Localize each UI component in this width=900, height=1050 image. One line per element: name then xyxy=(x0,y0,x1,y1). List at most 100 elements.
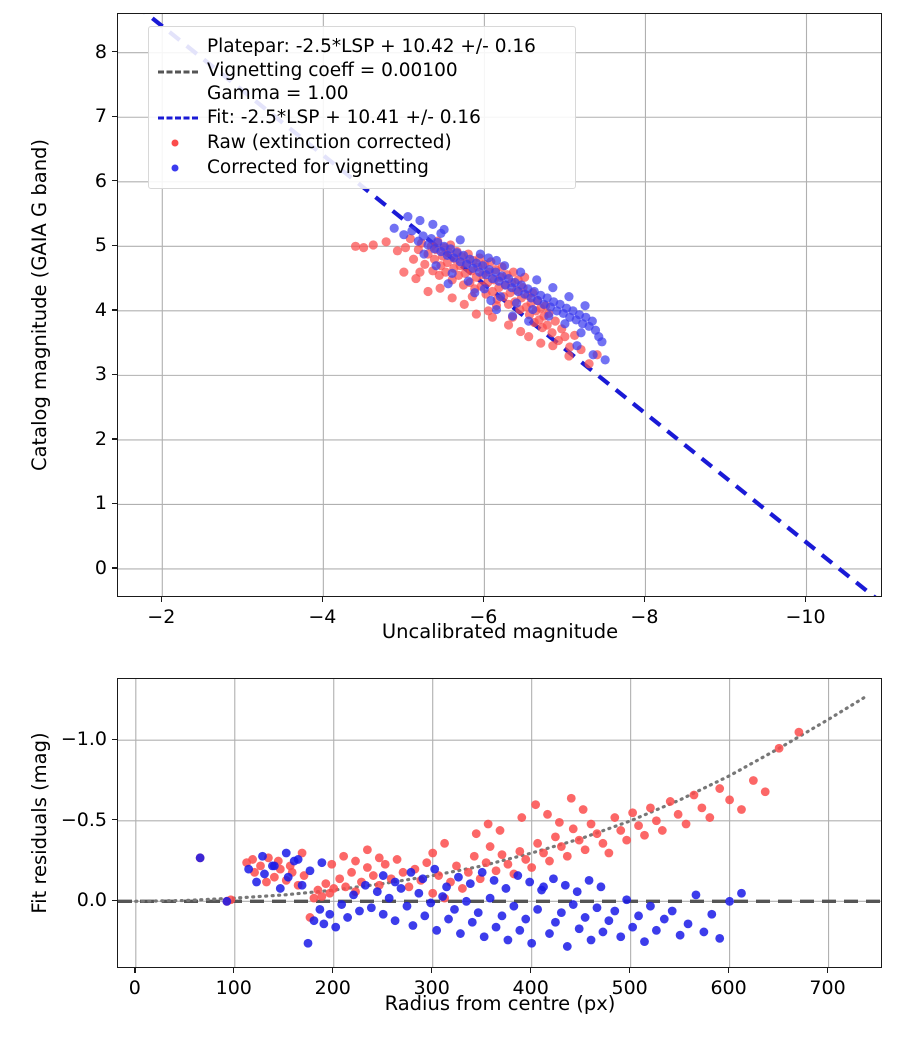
x-tick-label: 100 xyxy=(215,977,252,999)
legend-label-gamma: Gamma = 1.00 xyxy=(207,83,349,105)
data-point xyxy=(423,286,433,297)
data-point xyxy=(418,231,428,241)
data-point xyxy=(420,911,430,921)
y-tick-mark xyxy=(112,309,117,311)
data-point xyxy=(578,805,588,814)
data-point xyxy=(432,925,442,935)
legend-entry-platepar: Platepar: -2.5*LSP + 10.42 +/- 0.16 xyxy=(157,34,565,59)
data-point xyxy=(681,819,691,829)
y-tick-label: 8 xyxy=(94,40,107,63)
data-point xyxy=(195,853,205,863)
data-point xyxy=(443,279,453,289)
data-point xyxy=(651,816,661,826)
data-point xyxy=(428,848,438,858)
data-point xyxy=(683,919,693,929)
data-point xyxy=(380,859,390,869)
series-raw xyxy=(195,727,804,922)
x-tick-label: 400 xyxy=(512,977,549,999)
data-point xyxy=(455,235,465,245)
data-point xyxy=(392,855,402,864)
x-tick-label: 200 xyxy=(314,977,351,999)
data-point xyxy=(378,909,388,919)
data-point xyxy=(610,813,620,822)
data-point xyxy=(283,872,293,882)
data-point xyxy=(275,884,285,893)
series-corrected xyxy=(389,212,610,365)
data-point xyxy=(564,292,574,302)
x-tick-mark xyxy=(643,597,646,602)
data-point xyxy=(473,908,483,918)
legend-handle-corrected-dot-icon xyxy=(157,157,199,179)
data-point xyxy=(586,935,596,945)
data-point xyxy=(411,273,421,284)
data-point xyxy=(389,223,399,233)
data-point xyxy=(521,855,531,864)
data-point xyxy=(551,917,560,927)
data-point xyxy=(604,848,614,858)
data-point xyxy=(422,858,432,868)
data-point xyxy=(483,253,494,263)
data-point xyxy=(436,228,446,238)
data-point xyxy=(331,922,341,932)
data-point xyxy=(406,867,416,877)
data-point xyxy=(598,927,608,937)
data-point xyxy=(640,830,649,840)
data-point xyxy=(463,867,473,877)
data-point xyxy=(564,351,574,361)
data-point xyxy=(477,867,487,877)
data-point xyxy=(396,884,406,893)
legend-label-vignetting-coeff: Vignetting coeff = 0.00100 xyxy=(207,60,458,81)
data-point xyxy=(610,906,620,916)
data-point xyxy=(531,800,541,810)
data-point xyxy=(408,254,419,264)
data-point xyxy=(402,901,412,911)
data-point xyxy=(281,848,291,858)
data-point xyxy=(499,261,510,271)
data-point xyxy=(420,259,430,269)
data-point xyxy=(400,243,411,253)
x-tick-mark xyxy=(134,968,136,973)
y-tick-mark xyxy=(112,51,117,53)
y-tick-label: 6 xyxy=(94,169,107,192)
data-point xyxy=(403,212,413,222)
data-point xyxy=(537,885,546,895)
data-point xyxy=(574,835,584,845)
data-point xyxy=(572,887,582,897)
data-point xyxy=(378,871,388,880)
data-point xyxy=(725,896,734,906)
data-point xyxy=(475,249,485,259)
data-point xyxy=(584,359,594,369)
data-point xyxy=(309,916,319,926)
data-point xyxy=(560,319,570,329)
data-point xyxy=(689,790,699,800)
y-tick-mark xyxy=(112,180,117,182)
data-point xyxy=(503,320,514,330)
legend-entry-corrected: Corrected for vignetting xyxy=(157,156,565,181)
data-point xyxy=(222,896,232,906)
data-point xyxy=(596,882,606,892)
data-point xyxy=(598,838,608,848)
data-point xyxy=(542,320,552,330)
data-point xyxy=(568,900,578,909)
data-point xyxy=(550,316,560,326)
data-point xyxy=(347,867,356,877)
data-point xyxy=(548,341,558,351)
x-tick-label: −6 xyxy=(469,606,498,628)
data-point xyxy=(485,842,495,851)
data-point xyxy=(699,927,709,937)
y-tick-label: 5 xyxy=(94,234,107,257)
data-point xyxy=(501,884,511,893)
data-point xyxy=(489,875,499,885)
data-point xyxy=(576,328,586,338)
data-point xyxy=(447,268,457,279)
data-point xyxy=(547,328,557,338)
data-point xyxy=(628,808,638,818)
data-point xyxy=(479,932,489,942)
data-point xyxy=(459,299,469,309)
data-point xyxy=(646,803,655,813)
bottom-y-axis-title: Fit residuals (mag) xyxy=(28,732,51,914)
data-point xyxy=(737,805,746,814)
y-tick-mark xyxy=(112,819,117,821)
series-corrected xyxy=(195,848,746,951)
data-point xyxy=(444,914,453,924)
